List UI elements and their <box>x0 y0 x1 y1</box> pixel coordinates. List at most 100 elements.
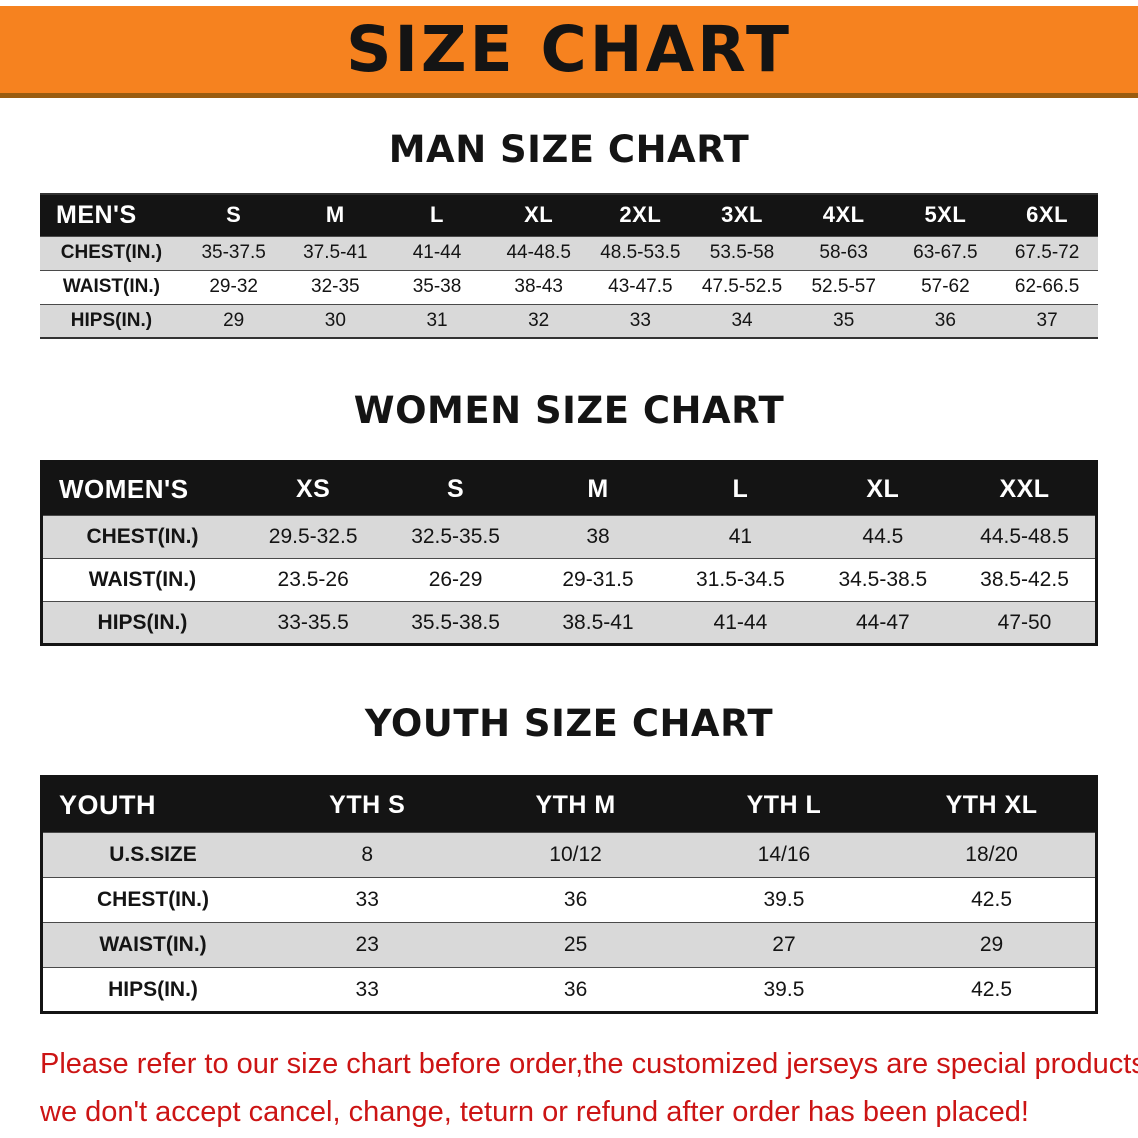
women-size-table: WOMEN'S XS S M L XL XXL CHEST(IN.) 29.5-32.5 32.5… <box>40 460 1098 646</box>
youth-value-cell: 36 <box>563 977 588 1001</box>
men-value-cell: 48.5-53.5 <box>600 242 681 263</box>
men-header-cell: XL <box>524 202 554 228</box>
men-value-cell: 29-32 <box>209 276 258 297</box>
youth-size-table: YOUTH YTH S YTH M YTH L YTH XL U.S.SIZE 8 10/12… <box>40 775 1098 1014</box>
men-header-cell: S <box>226 202 242 228</box>
men-value-cell: 62-66.5 <box>1014 276 1080 297</box>
youth-table-row: U.S.SIZE 8 10/12 14/16 18/20 <box>41 832 1097 878</box>
youth-value-cell: 33 <box>355 888 379 911</box>
men-value-cell: 36 <box>934 309 956 331</box>
men-value-cell: 32 <box>528 309 550 331</box>
men-header-cell: 3XL <box>721 202 763 228</box>
youth-value-cell: 25 <box>563 933 588 956</box>
women-header-cell: XL <box>866 474 900 503</box>
banner-title: SIZE CHART <box>346 13 792 86</box>
men-table-row: HIPS(IN.) 29 30 31 32 33 34 35 36 37 <box>40 304 1098 338</box>
men-value-cell: 47.5-52.5 <box>701 276 783 297</box>
women-table-row: CHEST(IN.) 29.5-32.5 32.5-35.5 38 41 44.5 44.5… <box>41 515 1097 559</box>
youth-header-cell: YTH S <box>329 790 406 819</box>
women-row-label: HIPS(IN.) <box>97 610 188 634</box>
youth-row-label: U.S.SIZE <box>109 843 197 866</box>
men-header-row: MEN'S S M L XL 2XL 3XL 4XL 5XL 6XL <box>40 194 1098 236</box>
youth-header-label: YOUTH <box>59 789 156 820</box>
women-header-cell: XS <box>295 474 331 503</box>
men-header-label: MEN'S <box>56 200 137 229</box>
youth-value-cell: 23 <box>355 933 379 956</box>
youth-header-cell: YTH L <box>746 790 822 819</box>
youth-section: YOUTH SIZE CHART YOUTH YTH S YTH M YTH L YTH… <box>0 702 1138 1014</box>
women-section-title: WOMEN SIZE CHART <box>353 389 785 432</box>
disclaimer: Please refer to our size chart before or… <box>40 1040 1138 1136</box>
disclaimer-line-1: Please refer to our size chart before or… <box>40 1048 1138 1080</box>
youth-value-cell: 39.5 <box>763 977 805 1001</box>
men-row-label: WAIST(IN.) <box>62 276 160 297</box>
men-value-cell: 57-62 <box>921 276 970 297</box>
men-value-cell: 35 <box>833 309 855 331</box>
youth-value-cell: 33 <box>355 977 379 1001</box>
women-header-cell: M <box>587 474 609 503</box>
men-value-cell: 67.5-72 <box>1014 242 1080 263</box>
men-row-label: HIPS(IN.) <box>70 309 153 331</box>
men-header-cell: 2XL <box>619 202 662 228</box>
men-header-cell: M <box>325 202 345 228</box>
men-value-cell: 43-47.5 <box>608 276 673 297</box>
women-row-label: CHEST(IN.) <box>86 525 199 548</box>
men-table-row: WAIST(IN.) 29-32 32-35 35-38 38-43 43-47.5 47.… <box>40 270 1098 304</box>
women-row-label: WAIST(IN.) <box>88 568 197 591</box>
youth-value-cell: 18/20 <box>965 843 1018 866</box>
youth-value-cell: 42.5 <box>971 888 1012 911</box>
women-value-cell: 44.5 <box>862 525 904 548</box>
youth-value-cell: 14/16 <box>757 843 811 866</box>
women-value-cell: 41-44 <box>713 610 768 634</box>
women-value-cell: 38.5-41 <box>562 610 634 634</box>
youth-value-cell: 36 <box>563 888 588 911</box>
women-header-cell: S <box>446 474 465 503</box>
women-value-cell: 44.5-48.5 <box>980 525 1069 548</box>
women-value-cell: 29-31.5 <box>562 568 634 591</box>
banner: SIZE CHART <box>0 6 1138 98</box>
women-value-cell: 33-35.5 <box>277 610 349 634</box>
women-value-cell: 31.5-34.5 <box>696 568 785 591</box>
men-row-label: CHEST(IN.) <box>60 242 163 263</box>
women-value-cell: 26-29 <box>428 568 483 591</box>
women-value-cell: 32.5-35.5 <box>411 525 500 548</box>
youth-value-cell: 8 <box>361 843 374 866</box>
men-value-cell: 30 <box>324 309 346 331</box>
youth-row-label: HIPS(IN.) <box>108 977 198 1001</box>
men-size-table: MEN'S S M L XL 2XL 3XL 4XL 5XL 6XL CHEST(IN.) 35-37… <box>40 193 1098 339</box>
women-value-cell: 34.5-38.5 <box>838 568 928 591</box>
men-value-cell: 31 <box>426 309 448 331</box>
men-header-cell: 4XL <box>822 202 865 228</box>
women-header-label: WOMEN'S <box>59 473 189 504</box>
women-value-cell: 41 <box>728 525 753 548</box>
youth-header-cell: YTH XL <box>945 790 1038 819</box>
youth-value-cell: 39.5 <box>763 888 805 911</box>
youth-table-row: WAIST(IN.) 23 25 27 29 <box>41 922 1097 968</box>
youth-header-cell: YTH M <box>535 790 616 819</box>
youth-row-label: CHEST(IN.) <box>97 888 210 911</box>
men-value-cell: 37 <box>1036 309 1058 331</box>
youth-table-row: CHEST(IN.) 33 36 39.5 42.5 <box>41 877 1097 923</box>
women-value-cell: 38 <box>586 525 610 548</box>
disclaimer-line-2: we don't accept cancel, change, teturn o… <box>40 1096 1029 1129</box>
men-value-cell: 34 <box>731 309 753 331</box>
youth-value-cell: 29 <box>979 933 1004 956</box>
size-chart-page: SIZE CHART MAN SIZE CHART MEN'S S M L XL 2XL 3… <box>0 6 1138 1136</box>
youth-value-cell: 27 <box>772 933 796 956</box>
women-header-row: WOMEN'S XS S M L XL XXL <box>41 461 1097 516</box>
men-table-row: CHEST(IN.) 35-37.5 37.5-41 41-44 44-48.5 48.5… <box>40 236 1098 270</box>
men-value-cell: 32-35 <box>311 276 360 297</box>
men-header-cell: L <box>430 202 444 228</box>
women-value-cell: 23.5-26 <box>277 568 349 591</box>
men-value-cell: 41-44 <box>412 242 462 263</box>
women-value-cell: 38.5-42.5 <box>980 568 1069 591</box>
men-value-cell: 53.5-58 <box>709 242 775 263</box>
men-value-cell: 35-38 <box>412 276 462 297</box>
men-section: MAN SIZE CHART MEN'S S M L XL 2XL 3XL 4XL 5XL 6XL… <box>0 128 1138 339</box>
men-header-cell: 6XL <box>1026 202 1069 228</box>
women-value-cell: 29.5-32.5 <box>268 525 358 548</box>
youth-header-row: YOUTH YTH S YTH M YTH L YTH XL <box>41 776 1097 833</box>
men-value-cell: 58-63 <box>819 242 868 263</box>
men-section-title: MAN SIZE CHART <box>388 128 750 171</box>
youth-row-label: WAIST(IN.) <box>99 933 207 956</box>
